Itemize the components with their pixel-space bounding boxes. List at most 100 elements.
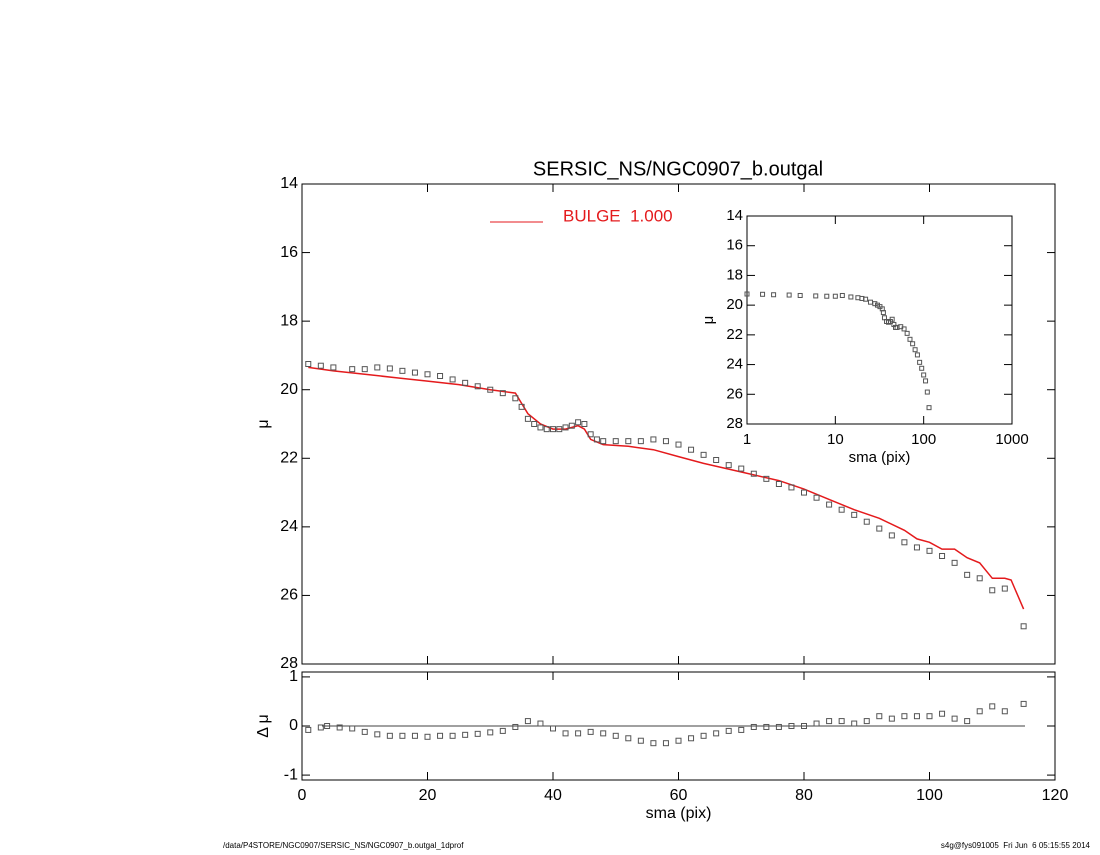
data-point: [324, 723, 331, 729]
data-point: [424, 733, 431, 740]
data-point: [951, 559, 958, 566]
data-point: [700, 451, 707, 458]
data-point: [913, 544, 920, 551]
data-point: [386, 732, 393, 739]
data-point: [399, 367, 406, 374]
data-point: [917, 359, 923, 365]
data-point: [901, 326, 907, 332]
model-line: [308, 366, 1025, 610]
data-point: [775, 481, 782, 487]
y-tick-label: 24: [280, 518, 298, 535]
data-point: [625, 735, 632, 742]
data-point: [788, 484, 795, 491]
y-tick-label: 1: [289, 668, 298, 685]
data-point: [556, 426, 563, 433]
data-point: [872, 301, 878, 307]
x-axis-label: sma (pix): [646, 805, 712, 822]
y-tick-label: 14: [726, 207, 743, 224]
data-point: [901, 539, 908, 546]
data-point: [474, 730, 481, 737]
y-tick-label: 14: [280, 175, 298, 192]
data-point: [813, 494, 820, 501]
data-point: [976, 575, 983, 582]
data-point: [797, 292, 803, 298]
data-point: [888, 715, 895, 722]
data-point: [926, 547, 933, 554]
data-point: [921, 372, 927, 378]
data-point: [688, 446, 695, 453]
y-tick-label: 20: [726, 296, 743, 313]
data-point: [907, 336, 913, 342]
footer-left: /data/P4STORE/NGC0907/SERSIC_NS/NGC0907_…: [223, 841, 464, 850]
data-point: [543, 426, 550, 433]
data-point: [449, 376, 456, 383]
data-point: [637, 438, 644, 445]
data-point: [512, 723, 519, 730]
data-point: [880, 310, 886, 316]
data-point: [863, 518, 870, 525]
x-tick-label: 40: [544, 787, 562, 804]
data-point: [813, 720, 820, 727]
data-point: [901, 713, 908, 720]
data-point: [374, 731, 381, 738]
data-point: [876, 713, 883, 720]
data-point: [524, 718, 531, 725]
data-point: [487, 386, 494, 393]
data-point: [675, 441, 682, 448]
data-point: [336, 724, 343, 731]
footer-right: s4g@fys091005 Fri Jun 6 05:15:55 2014: [941, 841, 1091, 850]
data-point: [738, 465, 745, 472]
y-tick-label: 22: [280, 450, 298, 467]
data-point: [1020, 700, 1027, 707]
data-point: [851, 511, 858, 518]
x-tick-label: 1: [743, 431, 751, 448]
data-point: [725, 727, 732, 734]
data-point: [750, 723, 757, 730]
data-point: [662, 438, 669, 445]
data-point: [524, 415, 531, 422]
data-point: [876, 525, 883, 532]
x-tick-label: 100: [916, 787, 943, 804]
data-point: [587, 431, 594, 438]
data-point: [499, 727, 506, 734]
data-point: [411, 369, 418, 376]
data-point: [824, 293, 830, 299]
data-point: [760, 291, 766, 297]
x-tick-label: 20: [419, 787, 437, 804]
y-tick-label: 18: [280, 312, 298, 329]
y-axis-label: μ: [255, 419, 272, 428]
y-tick-label: 26: [280, 587, 298, 604]
y-tick-label: 20: [280, 381, 298, 398]
data-point: [587, 728, 594, 735]
data-point: [424, 371, 431, 378]
data-point: [612, 438, 619, 445]
y-tick-label: 28: [280, 655, 298, 672]
data-point: [305, 726, 312, 733]
data-point: [512, 395, 519, 402]
y-tick-label: 26: [726, 385, 743, 402]
data-point: [904, 330, 910, 336]
data-point: [964, 718, 971, 725]
data-point: [399, 732, 406, 739]
x-tick-label: 80: [795, 787, 813, 804]
data-point: [863, 718, 870, 725]
data-point: [625, 438, 632, 445]
data-point: [361, 366, 368, 373]
data-point: [912, 347, 918, 353]
data-point: [537, 424, 544, 431]
data-point: [725, 462, 732, 469]
x-tick-label: 120: [1042, 787, 1069, 804]
data-point: [600, 730, 607, 737]
data-point: [518, 403, 525, 410]
y-tick-label: 18: [726, 266, 743, 283]
data-point: [550, 725, 556, 732]
data-point: [786, 292, 792, 298]
data-point: [462, 731, 469, 738]
x-tick-label: 1000: [995, 431, 1028, 448]
data-point: [851, 720, 858, 727]
data-point: [763, 475, 770, 482]
data-point: [788, 723, 795, 729]
data-point: [838, 506, 845, 513]
